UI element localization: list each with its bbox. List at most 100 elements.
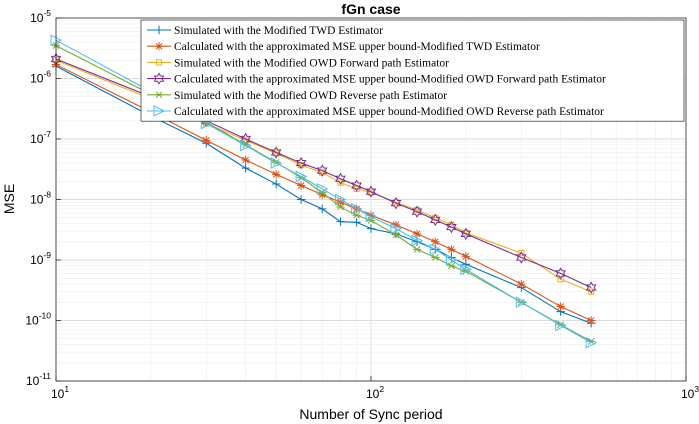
y-tick-label: 10-7 <box>30 129 51 146</box>
chart-title: fGn case <box>341 1 400 17</box>
legend-item-2: Calculated with the approximated MSE upp… <box>147 41 540 53</box>
series-line <box>55 65 592 324</box>
series-group <box>50 34 598 349</box>
series-line <box>55 64 592 322</box>
y-tick-label: 10-10 <box>25 311 51 328</box>
axis-ticks: 101 102 103 10-11 10-10 10-9 10-8 10-7 10-6 10-5 <box>25 8 699 401</box>
triangle-right-marker <box>316 183 329 195</box>
legend-label: Calculated with the approximated MSE upp… <box>174 74 606 86</box>
triangle-right-marker <box>445 254 458 266</box>
x-tick-label: 103 <box>681 384 699 401</box>
plus-marker <box>271 179 281 189</box>
hexagram-marker <box>335 172 346 185</box>
hexagram-marker <box>365 185 377 198</box>
triangle-right-marker <box>295 170 308 183</box>
plus-marker <box>296 195 306 204</box>
asterisk-marker <box>517 279 526 289</box>
asterisk-marker <box>586 316 596 325</box>
star-marker <box>336 203 345 211</box>
legend-label: Simulated with the Modified TWD Estimato… <box>174 25 383 37</box>
triangle-right-marker <box>460 263 472 276</box>
triangle-right-marker <box>390 222 403 235</box>
legend-box <box>140 19 685 122</box>
triangle-right-marker <box>240 139 252 152</box>
asterisk-marker <box>461 252 471 261</box>
legend-item-6: Calculated with the approximated MSE upp… <box>147 105 604 118</box>
hexagram-marker <box>429 213 441 227</box>
y-axis-title: MSE <box>1 184 17 214</box>
y-tick-label: 10-8 <box>30 190 51 207</box>
asterisk-marker <box>241 155 250 165</box>
triangle-right-marker <box>515 296 528 309</box>
hexagram-marker <box>270 146 282 159</box>
hexagram-marker <box>515 251 527 264</box>
triangle-right-marker <box>351 203 363 215</box>
y-tick-label: 10-5 <box>30 8 51 25</box>
star-marker <box>391 231 401 239</box>
triangle-right-marker <box>585 336 598 349</box>
asterisk-marker <box>296 181 306 190</box>
plus-marker <box>336 217 345 226</box>
plus-marker <box>366 224 376 233</box>
hexagram-marker <box>390 196 402 210</box>
asterisk-marker <box>366 211 376 220</box>
star-marker <box>431 254 440 261</box>
series-4 <box>50 52 597 294</box>
legend-item-3: Simulated with the Modified OWD Forward … <box>147 57 449 69</box>
series-line <box>55 58 592 289</box>
plus-marker <box>352 218 361 227</box>
hexagram-marker <box>411 205 423 218</box>
plus-marker <box>154 25 164 35</box>
square-marker <box>155 59 163 66</box>
legend-label: Simulated with the Modified OWD Forward … <box>174 57 449 69</box>
x-axis-title: Number of Sync period <box>299 406 442 422</box>
square-marker <box>337 179 344 186</box>
asterisk-marker <box>271 170 281 179</box>
asterisk-marker <box>412 229 422 239</box>
series-6 <box>50 34 598 349</box>
hexagram-marker <box>316 164 328 177</box>
hexagram-marker <box>446 220 457 234</box>
legend: Simulated with the Modified TWD Estimato… <box>140 19 685 122</box>
triangle-right-marker <box>365 210 378 223</box>
hexagram-marker <box>295 156 307 170</box>
star-marker <box>352 211 361 219</box>
square-marker <box>557 276 564 283</box>
triangle-right-marker <box>334 193 347 206</box>
triangle-right-marker <box>555 319 567 332</box>
y-tick-label: 10-11 <box>26 371 51 388</box>
y-tick-label: 10-9 <box>30 250 51 267</box>
plus-marker <box>318 204 327 214</box>
legend-item-5: Simulated with the Modified OWD Reverse … <box>147 90 447 102</box>
hexagram-marker <box>585 281 597 294</box>
triangle-right-marker <box>411 234 424 247</box>
asterisk-marker <box>556 302 565 311</box>
series-line <box>55 39 592 344</box>
asterisk-marker <box>431 237 440 246</box>
hexagram-marker <box>153 72 165 85</box>
square-marker <box>588 288 595 295</box>
triangle-right-marker <box>153 105 166 117</box>
legend-item-4: Calculated with the approximated MSE upp… <box>147 72 606 86</box>
series-line <box>55 59 592 293</box>
legend-label: Calculated with the approximated MSE upp… <box>174 41 540 53</box>
asterisk-marker <box>391 220 401 230</box>
legend-label: Simulated with the Modified OWD Reverse … <box>174 90 447 102</box>
x-tick-label: 101 <box>51 384 69 401</box>
asterisk-marker <box>447 245 456 254</box>
triangle-right-marker <box>270 157 283 169</box>
asterisk-marker <box>318 190 327 199</box>
triangle-right-marker <box>429 243 442 256</box>
x-tick-label: 102 <box>366 384 384 401</box>
series-line <box>55 45 592 342</box>
hexagram-marker <box>460 227 472 241</box>
asterisk-marker <box>154 42 164 51</box>
legend-item-1: Simulated with the Modified TWD Estimato… <box>147 25 383 37</box>
y-tick-label: 10-6 <box>30 69 51 86</box>
legend-label: Calculated with the approximated MSE upp… <box>174 106 604 118</box>
hexagram-marker <box>351 179 362 192</box>
star-marker <box>154 91 164 99</box>
asterisk-marker <box>202 136 211 145</box>
plus-marker <box>241 163 250 173</box>
